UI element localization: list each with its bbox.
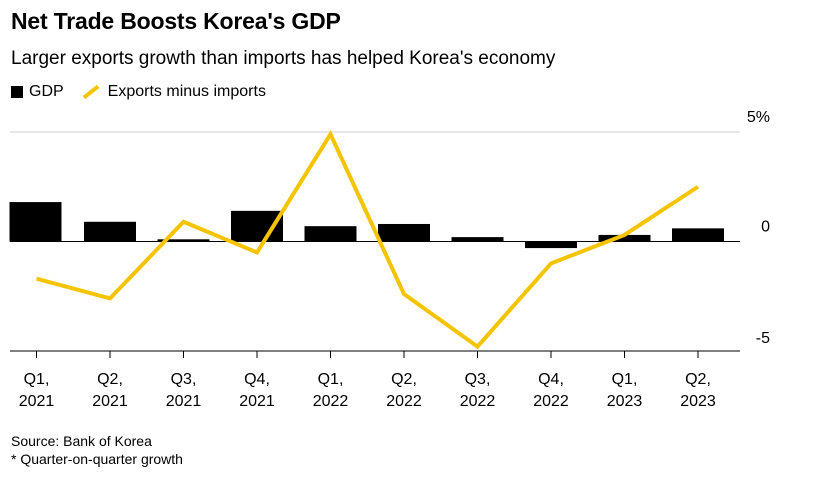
x-tick-label-year: 2023 <box>680 393 716 410</box>
gdp-bar <box>451 237 504 242</box>
gdp-bar <box>672 228 724 242</box>
legend-gdp-swatch <box>11 86 23 98</box>
x-tick-label-quarter: Q2, <box>97 371 123 388</box>
x-tick-label-quarter: Q3, <box>171 371 197 388</box>
x-tick-label-year: 2021 <box>19 393 55 410</box>
x-tick-label-quarter: Q2, <box>685 371 711 388</box>
x-tick-label-year: 2023 <box>607 393 643 410</box>
legend: GDP Exports minus imports <box>11 83 270 101</box>
x-tick-label-quarter: Q2, <box>391 371 417 388</box>
gdp-bar <box>525 241 577 249</box>
x-tick-label-quarter: Q1, <box>318 371 344 388</box>
x-tick-label-year: 2021 <box>166 393 202 410</box>
gdp-bar <box>84 221 136 242</box>
x-tick-label-year: 2021 <box>92 393 128 410</box>
gdp-bar <box>598 234 651 242</box>
source-block: Source: Bank of Korea * Quarter-on-quart… <box>11 432 183 468</box>
x-tick-label-year: 2022 <box>460 393 496 410</box>
gdp-bar <box>9 202 62 242</box>
legend-exports-label: Exports minus imports <box>107 83 266 100</box>
exports-minus-imports-line <box>35 129 700 350</box>
legend-gdp-label: GDP <box>29 83 64 100</box>
x-tick-label-quarter: Q4, <box>244 371 270 388</box>
x-tick-label-quarter: Q4, <box>538 371 564 388</box>
x-tick-label-year: 2022 <box>533 393 569 410</box>
chart-title: Net Trade Boosts Korea's GDP <box>11 8 341 34</box>
x-tick-label-quarter: Q1, <box>24 371 50 388</box>
source-text: Source: Bank of Korea <box>11 433 152 449</box>
x-tick-label-quarter: Q1, <box>612 371 638 388</box>
chart-subtitle: Larger exports growth than imports has h… <box>11 48 556 69</box>
gdp-bar <box>304 226 357 242</box>
gdp-bar <box>378 223 430 242</box>
x-tick-label-year: 2022 <box>313 393 349 410</box>
x-tick-label-quarter: Q3, <box>465 371 491 388</box>
gdp-bar <box>157 239 210 242</box>
x-tick-label-year: 2021 <box>239 393 275 410</box>
y-tick-label: 0 <box>761 219 770 236</box>
y-tick-label: -5 <box>756 330 770 347</box>
x-tick-label-year: 2022 <box>386 393 422 410</box>
footnote-text: * Quarter-on-quarter growth <box>11 451 183 467</box>
y-tick-label: 5% <box>747 109 770 126</box>
